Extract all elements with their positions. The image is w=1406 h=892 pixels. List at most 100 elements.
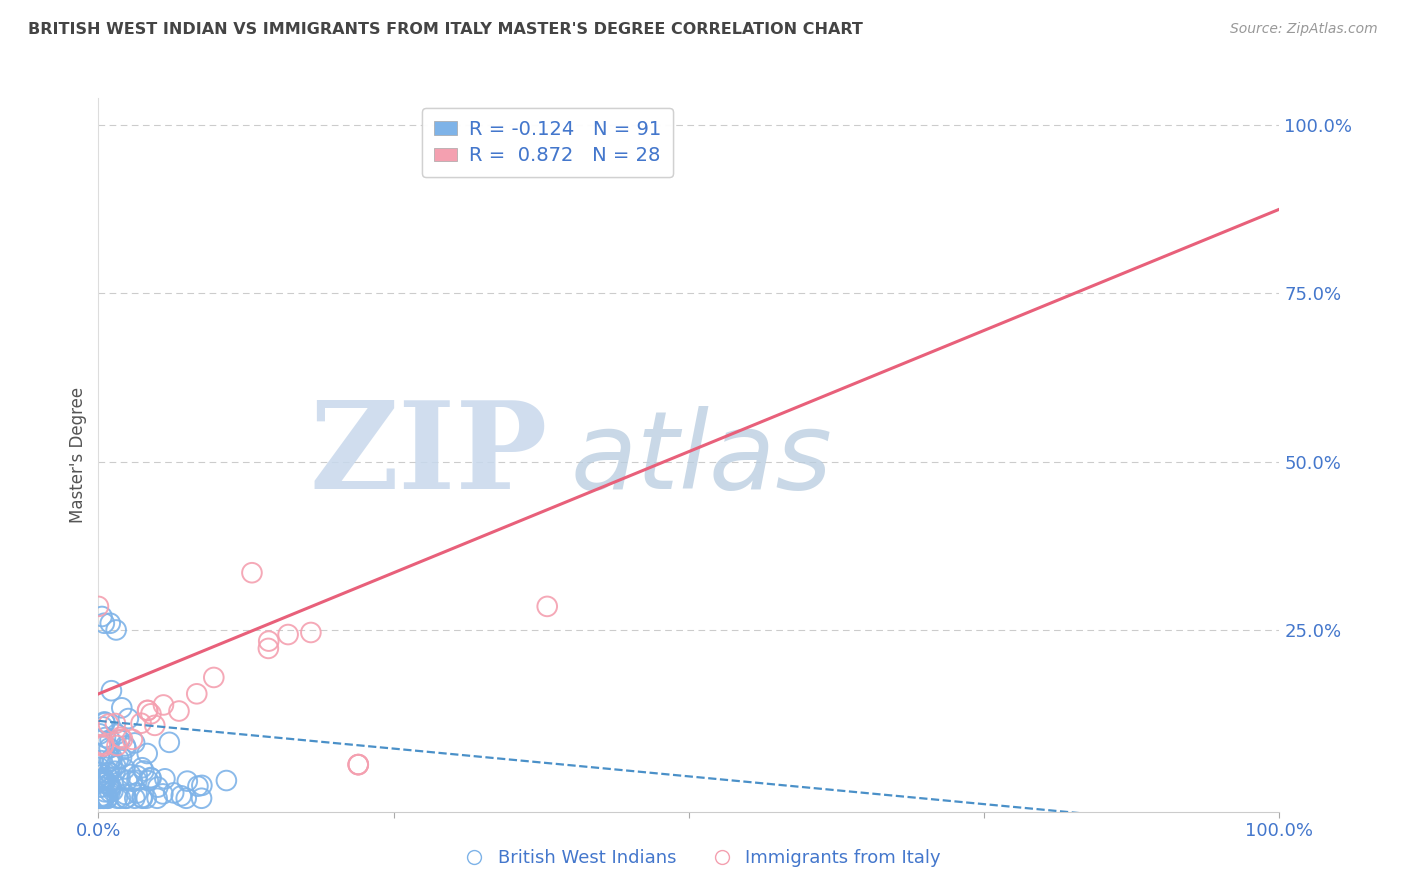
Point [121, 732, 143, 747]
Point [97, 791, 120, 805]
Point [152, 698, 174, 712]
Point [89, 773, 111, 788]
Point [187, 779, 209, 793]
Point [98, 765, 121, 780]
Point [536, 599, 558, 614]
Point [135, 791, 157, 805]
Point [157, 735, 180, 749]
Point [215, 773, 238, 788]
Point [124, 791, 146, 805]
Point [152, 787, 174, 801]
Point [91, 789, 114, 803]
Text: BRITISH WEST INDIAN VS IMMIGRANTS FROM ITALY MASTER'S DEGREE CORRELATION CHART: BRITISH WEST INDIAN VS IMMIGRANTS FROM I… [28, 22, 863, 37]
Point [89, 738, 111, 752]
Point [107, 751, 129, 765]
Point [115, 741, 138, 756]
Point [98, 754, 121, 768]
Point [191, 778, 214, 792]
Point [110, 751, 132, 765]
Point [110, 791, 132, 805]
Point [87, 760, 110, 774]
Point [125, 786, 148, 800]
Text: Source: ZipAtlas.com: Source: ZipAtlas.com [1230, 22, 1378, 37]
Legend: British West Indians, Immigrants from Italy: British West Indians, Immigrants from It… [458, 842, 948, 874]
Point [100, 780, 122, 795]
Point [347, 757, 370, 772]
Point [347, 757, 370, 772]
Point [139, 771, 162, 785]
Point [91, 768, 114, 782]
Point [94, 785, 117, 799]
Point [90, 780, 112, 794]
Point [98, 777, 121, 791]
Point [101, 751, 124, 765]
Point [101, 757, 124, 772]
Point [97, 777, 120, 791]
Point [299, 625, 322, 640]
Point [277, 627, 299, 641]
Point [93, 791, 115, 805]
Point [139, 706, 162, 721]
Point [93, 775, 115, 789]
Point [93, 714, 115, 729]
Point [105, 623, 128, 637]
Point [190, 791, 212, 805]
Point [93, 616, 115, 631]
Point [143, 718, 166, 732]
Point [98, 732, 121, 747]
Point [136, 773, 159, 788]
Point [347, 757, 370, 772]
Point [124, 736, 146, 750]
Point [89, 791, 111, 805]
Point [136, 703, 159, 717]
Point [240, 566, 263, 580]
Point [131, 791, 153, 805]
Point [96, 791, 118, 805]
Point [167, 704, 190, 718]
Point [129, 716, 152, 731]
Point [127, 769, 149, 783]
Point [104, 764, 127, 779]
Point [257, 634, 280, 648]
Point [117, 712, 139, 726]
Point [90, 772, 112, 787]
Point [94, 773, 117, 788]
Point [101, 784, 124, 798]
Point [170, 789, 193, 803]
Point [97, 765, 120, 780]
Point [131, 790, 153, 805]
Point [146, 791, 169, 805]
Point [89, 774, 111, 789]
Point [94, 731, 117, 745]
Point [120, 767, 142, 781]
Point [114, 762, 136, 776]
Point [110, 730, 132, 744]
Point [104, 759, 127, 773]
Point [89, 791, 111, 805]
Point [202, 670, 225, 684]
Point [93, 791, 115, 805]
Point [91, 720, 114, 734]
Point [89, 727, 111, 741]
Point [98, 616, 121, 631]
Point [93, 737, 115, 751]
Point [94, 715, 117, 730]
Point [90, 780, 112, 794]
Text: ZIP: ZIP [309, 396, 547, 514]
Point [91, 776, 114, 790]
Point [87, 765, 110, 780]
Legend: R = -0.124   N = 91, R =  0.872   N = 28: R = -0.124 N = 91, R = 0.872 N = 28 [422, 108, 672, 177]
Point [91, 791, 114, 805]
Point [186, 687, 208, 701]
Point [115, 791, 138, 805]
Point [136, 703, 159, 717]
Point [100, 683, 122, 698]
Point [93, 772, 115, 786]
Point [132, 764, 155, 778]
Point [125, 773, 148, 788]
Point [87, 599, 110, 614]
Point [111, 732, 134, 747]
Point [105, 739, 128, 753]
Point [91, 609, 114, 624]
Point [174, 791, 197, 805]
